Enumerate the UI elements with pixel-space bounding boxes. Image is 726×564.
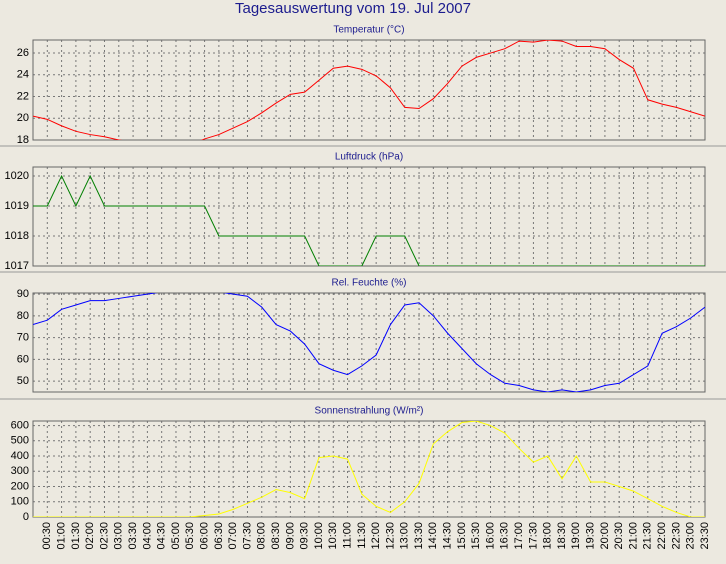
x-tick-label: 18:00 [542, 522, 554, 550]
y-tick-label: 1017 [5, 260, 29, 272]
data-line [33, 40, 705, 140]
x-tick-label: 05:30 [184, 522, 196, 550]
y-tick-label: 24 [17, 69, 29, 81]
x-tick-label: 20:00 [599, 522, 611, 550]
plot-frame [32, 292, 706, 393]
y-tick-label: 70 [17, 332, 29, 344]
x-tick-label: 07:30 [241, 522, 253, 550]
x-tick-label: 16:30 [499, 522, 511, 550]
x-tick-label: 06:00 [198, 522, 210, 550]
x-tick-label: 11:00 [341, 522, 353, 549]
x-tick-label: 15:30 [470, 522, 482, 550]
x-tick-label: 10:30 [327, 522, 339, 550]
x-tick-label: 19:30 [585, 522, 597, 550]
data-line [33, 174, 705, 266]
x-tick-label: 18:30 [556, 522, 568, 550]
y-tick-label: 22 [17, 90, 29, 102]
x-tick-label: 22:30 [670, 522, 682, 550]
x-tick-label: 08:30 [270, 522, 282, 550]
panel-title: Sonnenstrahlung (W/m²) [315, 406, 424, 417]
x-tick-label: 09:30 [299, 522, 311, 550]
x-tick-label: 21:00 [627, 522, 639, 550]
y-tick-label: 90 [17, 288, 29, 300]
y-tick-label: 1019 [5, 200, 29, 212]
x-tick-label: 11:30 [356, 522, 368, 549]
x-tick-label: 15:00 [456, 522, 468, 550]
x-tick-label: 13:30 [413, 522, 425, 550]
x-tick-label: 20:30 [613, 522, 625, 550]
x-tick-label: 12:30 [384, 522, 396, 550]
x-tick-label: 14:00 [427, 522, 439, 550]
x-tick-label: 21:30 [642, 522, 654, 550]
y-tick-label: 20 [17, 112, 29, 124]
y-tick-label: 1020 [5, 170, 29, 182]
panel-title: Temperatur (°C) [333, 25, 404, 36]
x-tick-label: 12:00 [370, 522, 382, 550]
y-tick-label: 50 [17, 375, 29, 387]
x-tick-label: 08:00 [256, 522, 268, 550]
x-tick-label: 00:30 [41, 522, 53, 550]
x-tick-label: 10:00 [313, 522, 325, 550]
page-title: Tagesauswertung vom 19. Jul 2007 [235, 0, 471, 17]
y-tick-label: 600 [11, 419, 29, 431]
plot-frame [32, 39, 706, 141]
y-tick-label: 100 [11, 496, 29, 508]
plot-frame [32, 166, 706, 267]
x-tick-label: 02:00 [84, 522, 96, 550]
y-tick-label: 300 [11, 465, 29, 477]
x-tick-label: 04:30 [156, 522, 168, 550]
x-tick-label: 09:00 [284, 522, 296, 550]
y-tick-label: 1018 [5, 230, 29, 242]
y-tick-label: 26 [17, 47, 29, 59]
panel-title: Rel. Feuchte (%) [331, 278, 406, 289]
x-tick-label: 23:00 [685, 522, 697, 550]
x-tick-label: 05:00 [170, 522, 182, 550]
plot-frame [32, 420, 706, 518]
x-tick-label: 17:00 [513, 522, 525, 550]
data-line [33, 293, 705, 392]
x-tick-label: 16:00 [484, 522, 496, 550]
x-tick-label: 03:30 [127, 522, 139, 550]
x-tick-label: 13:00 [399, 522, 411, 550]
panel-title: Luftdruck (hPa) [335, 152, 403, 163]
y-tick-label: 18 [17, 134, 29, 146]
x-tick-label: 22:00 [656, 522, 668, 550]
data-line [33, 421, 705, 517]
x-tick-label: 07:00 [227, 522, 239, 550]
y-tick-label: 200 [11, 480, 29, 492]
x-tick-label: 14:30 [442, 522, 454, 550]
x-tick-label: 23:30 [699, 522, 711, 550]
y-tick-label: 400 [11, 450, 29, 462]
x-tick-label: 19:00 [570, 522, 582, 550]
x-tick-label: 03:00 [113, 522, 125, 550]
y-tick-label: 500 [11, 435, 29, 447]
x-tick-label: 01:30 [70, 522, 82, 550]
y-tick-label: 0 [23, 511, 29, 523]
y-tick-label: 60 [17, 353, 29, 365]
x-tick-label: 17:30 [527, 522, 539, 550]
y-tick-label: 80 [17, 310, 29, 322]
x-tick-label: 06:30 [213, 522, 225, 550]
x-tick-label: 01:00 [56, 522, 68, 550]
x-tick-label: 04:00 [141, 522, 153, 550]
x-tick-label: 02:30 [98, 522, 110, 550]
